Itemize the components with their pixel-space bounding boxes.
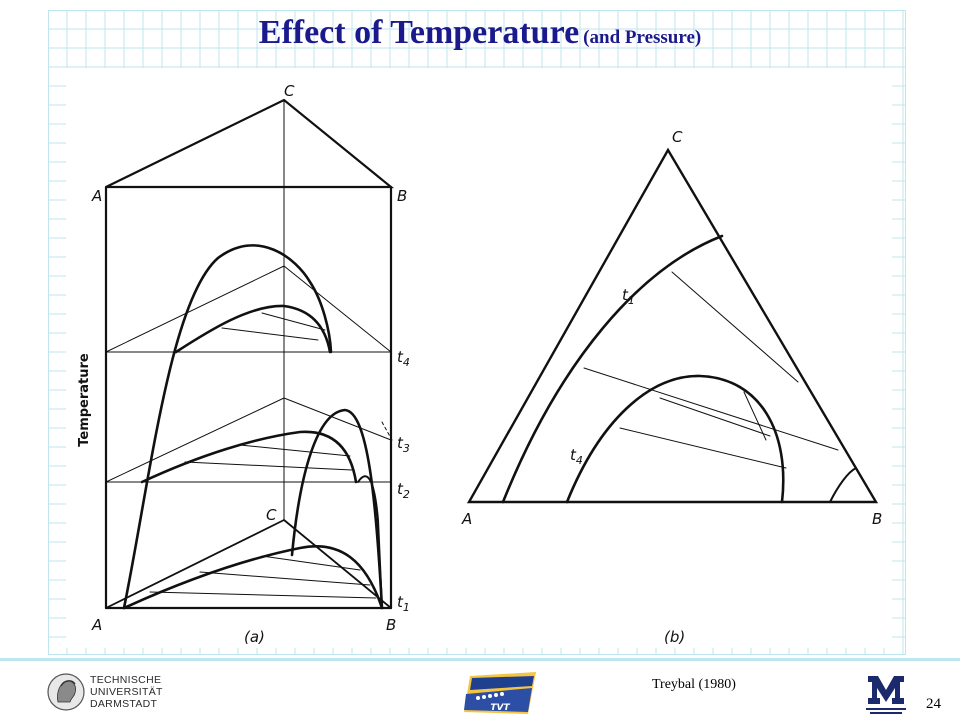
binodal-curve-t1 [501,234,724,504]
inner-dome-curve [290,408,384,610]
diagram-b [466,147,879,504]
tud-wordmark: TECHNISCHE UNIVERSITÄT DARMSTADT [90,674,163,710]
tie-line [619,427,787,469]
label-a-vertex-b-base: B [386,616,396,634]
ternary-triangle [466,147,879,504]
page-number: 24 [926,696,941,712]
label-curve-t1-sub: 1 [628,294,635,307]
label-a-vertex-c: C [284,82,295,100]
label-a-vertex-c-base: C [266,506,277,524]
label-curve-t1: t1 [622,286,635,307]
label-t1-sub: 1 [403,601,410,614]
tie-line [261,312,326,331]
tie-lines-a [149,312,377,599]
axis-label-temperature: Temperature [77,353,92,447]
tie-line [184,461,353,471]
tie-line [671,271,799,383]
base-edge-ac [105,519,285,609]
label-t2-sub: 2 [403,488,410,501]
title-sub: (and Pressure) [583,27,702,48]
label-curve-t1-main: t [622,286,629,304]
tie-line [221,327,319,341]
tie-line [149,591,377,599]
tvt-label: TVT [490,703,510,713]
tie-line [239,444,351,457]
t3-leader [381,421,393,441]
binodal-curve-t4 [565,374,785,504]
label-curve-t4: t4 [570,446,583,467]
binodal-corner-b [829,467,857,503]
label-a-vertex-b-top: B [397,187,407,205]
caption-b: (b) [664,628,685,646]
diagram-a-labels: C A B C A B Temperature t4 t3 t2 t1 (a) [77,82,410,646]
tie-line [743,391,767,441]
label-t1: t1 [397,593,410,614]
plane-t2-right [283,397,392,441]
caption-a: (a) [244,628,265,646]
label-curve-t4-main: t [570,446,577,464]
level-planes [105,265,392,483]
base-edge-cb [283,519,392,609]
label-t4-sub: 4 [403,356,410,369]
binodal-t4 [174,304,332,354]
inner-dome-branch [357,475,383,609]
label-a-vertex-a-base: A [91,616,102,634]
michigan-logo [864,672,908,714]
label-t3: t3 [397,434,410,455]
title-main: Effect of Temperature [258,14,580,51]
citation: Treybal (1980) [652,677,736,692]
label-b-vertex-c: C [672,128,683,146]
label-t4: t4 [397,348,410,369]
plane-t4-left [105,265,285,353]
binodal-t1 [122,545,384,610]
label-t2-main: t [397,480,404,498]
label-t3-main: t [397,434,404,452]
label-t1-main: t [397,593,404,611]
tie-line [199,571,371,586]
diagram-b-labels: C A B t1 t4 (b) [461,128,882,646]
label-curve-t4-sub: 4 [576,454,583,467]
label-b-vertex-a: A [461,510,472,528]
footer-divider [0,658,960,661]
label-a-vertex-a-top: A [91,187,102,205]
tud-line-1: TECHNISCHE [90,674,162,686]
outer-dome-curve [122,244,333,610]
tvt-logo: TVT [464,672,536,714]
slide-title: Effect of Temperature (and Pressure) [0,14,960,52]
tu-darmstadt-logo: TECHNISCHE UNIVERSITÄT DARMSTADT [46,670,206,718]
tie-lines-b [583,271,839,469]
top-triangle [105,98,395,189]
block-m-icon [868,676,904,704]
label-t3-sub: 3 [403,442,410,455]
label-t2: t2 [397,480,410,501]
label-t4-main: t [397,348,404,366]
plane-t4-right [283,265,392,353]
athena-seal-icon [47,673,85,711]
tie-line [659,397,771,437]
figure-panel [66,68,892,648]
plane-t2-left [105,397,285,483]
tud-line-2: UNIVERSITÄT [90,686,163,698]
diagram-a [104,98,395,610]
tie-line [583,367,839,451]
label-b-vertex-b: B [872,510,882,528]
tud-line-3: DARMSTADT [90,698,158,710]
tie-line [261,555,361,571]
